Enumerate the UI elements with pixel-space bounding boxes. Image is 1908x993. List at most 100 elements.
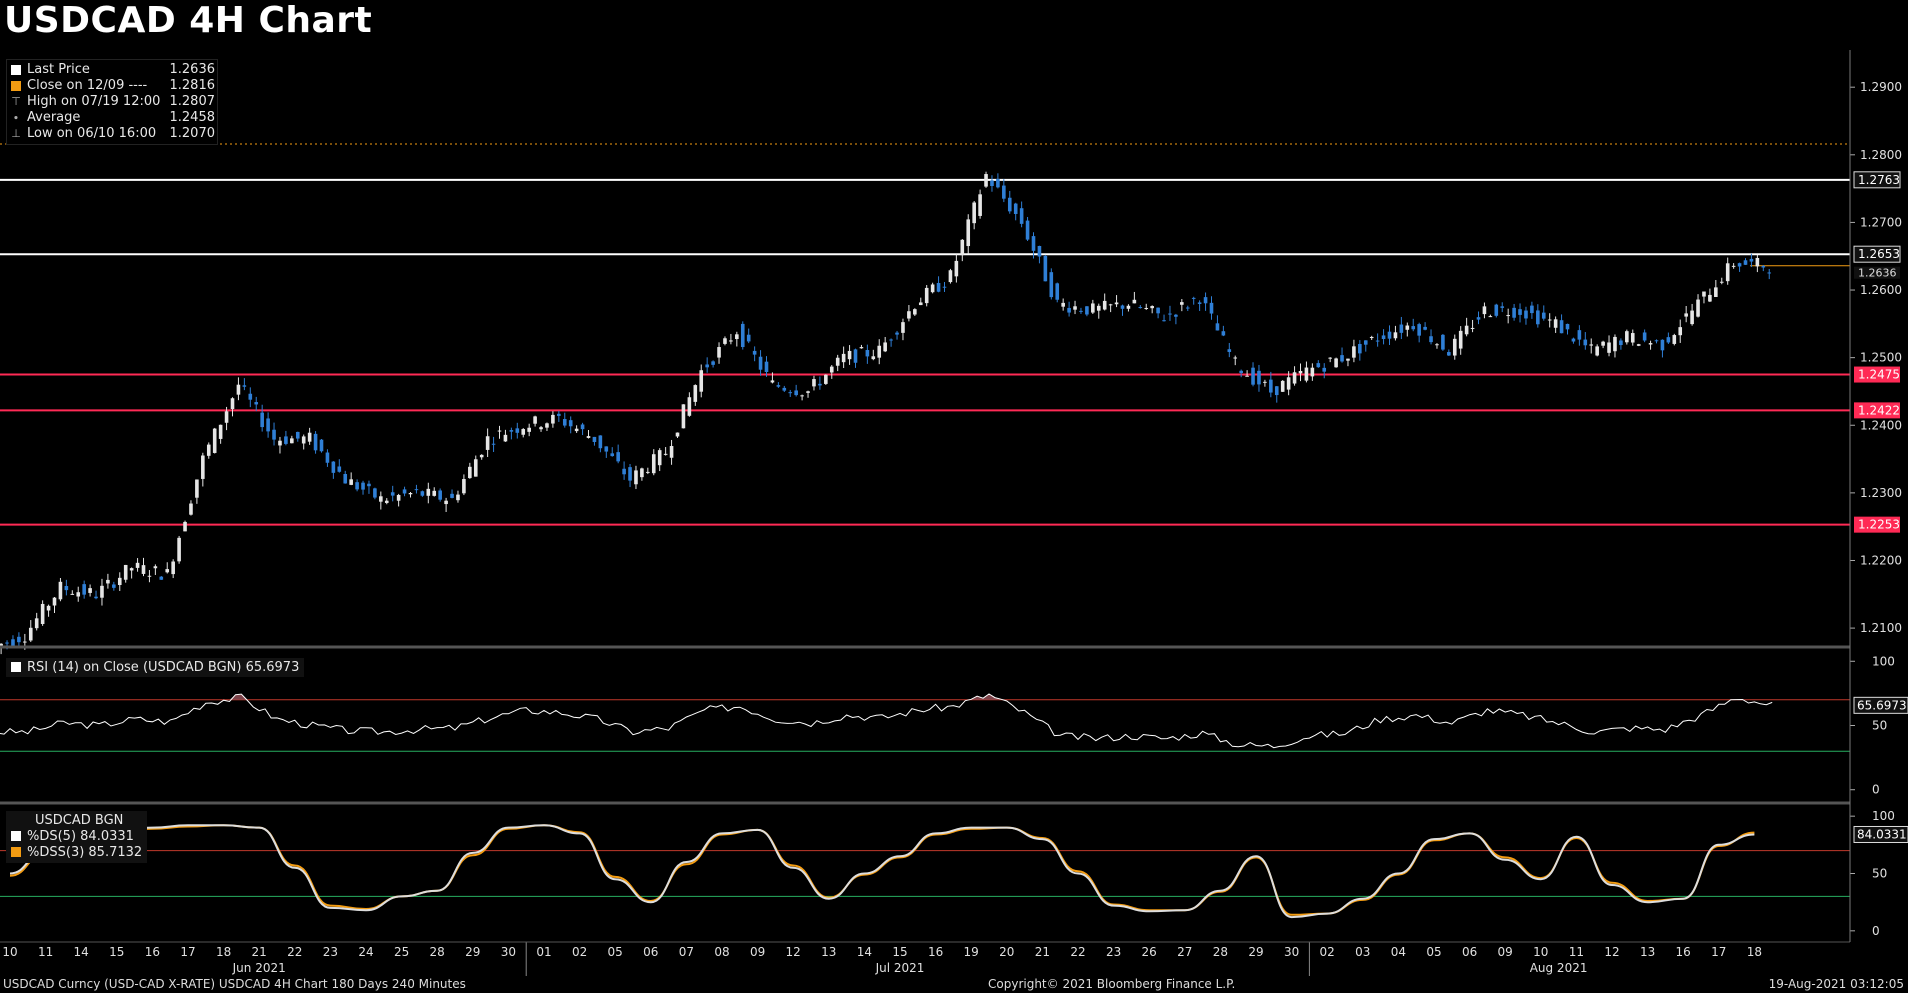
candle-up [379, 496, 383, 502]
legend-label: Last Price [27, 62, 90, 77]
candle-up [1334, 358, 1338, 368]
candle-down [343, 473, 348, 484]
candle-up [278, 440, 282, 446]
x-month-label: Aug 2021 [1530, 961, 1588, 975]
x-tick-label: 01 [536, 945, 551, 959]
candle-up [1452, 338, 1457, 356]
x-tick-label: 26 [1142, 945, 1157, 959]
dss-line-label: %DSS(3) 85.7132 [27, 845, 143, 860]
candle-up [1684, 313, 1688, 317]
candle-up [640, 468, 644, 478]
candle-up [984, 174, 988, 187]
x-tick-label: 23 [323, 945, 338, 959]
candle-down [610, 453, 615, 457]
candle-down [1441, 334, 1445, 350]
candle-up [871, 356, 876, 360]
candle-up [100, 585, 104, 598]
candle-down [1660, 339, 1665, 351]
x-tick-label: 29 [465, 945, 480, 959]
candle-up [473, 459, 478, 477]
dss-y-tick-label: 0 [1872, 924, 1880, 938]
candle-up [586, 436, 591, 438]
candle-down [1013, 203, 1018, 214]
candle-up [663, 453, 668, 455]
candle-up [1678, 327, 1683, 336]
x-tick-label: 17 [1711, 945, 1726, 959]
support-tag [1854, 402, 1900, 419]
candle-down [254, 402, 259, 405]
candle-up [1482, 306, 1487, 315]
candle-up [1292, 372, 1297, 384]
dss-title: USDCAD BGN [35, 813, 124, 828]
candle-up [1369, 336, 1374, 339]
candle-down [598, 435, 603, 449]
candle-up [1298, 370, 1303, 374]
candle-down [1559, 320, 1564, 334]
candle-down [1583, 339, 1588, 346]
candle-down [1387, 331, 1392, 339]
resistance-tag [1853, 171, 1901, 189]
candle-up [646, 471, 650, 473]
candle-up [1625, 331, 1629, 343]
candle-up [1073, 306, 1077, 310]
candle-up [829, 366, 834, 373]
candle-down [616, 452, 620, 462]
candle-down [491, 443, 496, 445]
candle-down [355, 482, 359, 490]
candle-down [1761, 265, 1766, 268]
legend-value: 1.2807 [169, 94, 216, 109]
candle-down [1085, 306, 1089, 315]
candle-down [936, 283, 941, 292]
rsi-y-tick-label: 0 [1872, 783, 1880, 797]
support-tag-label: 1.2422 [1858, 403, 1900, 417]
x-month-label: Jun 2021 [232, 961, 286, 975]
y-tick-label: 1.2500 [1860, 351, 1902, 365]
candle-up [1607, 342, 1611, 353]
candle-down [1429, 336, 1433, 343]
candle-up [1304, 367, 1309, 381]
candle-down [1417, 324, 1421, 336]
candle-up [924, 287, 929, 304]
candle-down [1185, 307, 1190, 309]
candle-up [930, 284, 935, 293]
candle-down [562, 419, 567, 426]
candle-down [1251, 367, 1255, 385]
candle-up [58, 581, 63, 600]
candle-up [729, 340, 733, 342]
x-tick-label: 18 [1747, 945, 1762, 959]
candle-down [1423, 326, 1427, 330]
dss-line-label: %DS(5) 84.0331 [27, 829, 134, 844]
candle-down [628, 467, 632, 481]
candle-up [1150, 306, 1154, 309]
candle-up [201, 455, 205, 479]
candle-up [1601, 341, 1605, 346]
candle-up [503, 434, 508, 442]
candle-up [40, 603, 45, 624]
support-tag [1854, 516, 1900, 533]
x-tick-label: 25 [394, 945, 409, 959]
candle-up [462, 479, 466, 494]
candle-down [1168, 313, 1172, 315]
candle-up [1755, 257, 1760, 267]
candle-up [966, 219, 971, 247]
dss-legend-row: %DSS(3) 85.7132 [11, 845, 142, 861]
candle-down [1227, 349, 1232, 352]
candle-up [913, 309, 917, 315]
candle-down [373, 488, 377, 498]
candle-down [112, 584, 116, 588]
legend-row: ∙ Average 1.2458 [11, 110, 215, 126]
candle-up [824, 374, 828, 384]
x-tick-label: 22 [1070, 945, 1085, 959]
candle-down [1197, 302, 1202, 304]
candle-up [189, 503, 193, 515]
candle-down [1743, 260, 1748, 265]
candle-up [693, 385, 698, 402]
y-tick-label: 1.2400 [1860, 418, 1902, 432]
candle-up [521, 429, 526, 435]
candle-down [1191, 297, 1196, 299]
candle-up [883, 342, 887, 352]
candle-up [218, 424, 223, 439]
x-month-label: Jul 2021 [875, 961, 925, 975]
x-tick-label: 21 [252, 945, 267, 959]
